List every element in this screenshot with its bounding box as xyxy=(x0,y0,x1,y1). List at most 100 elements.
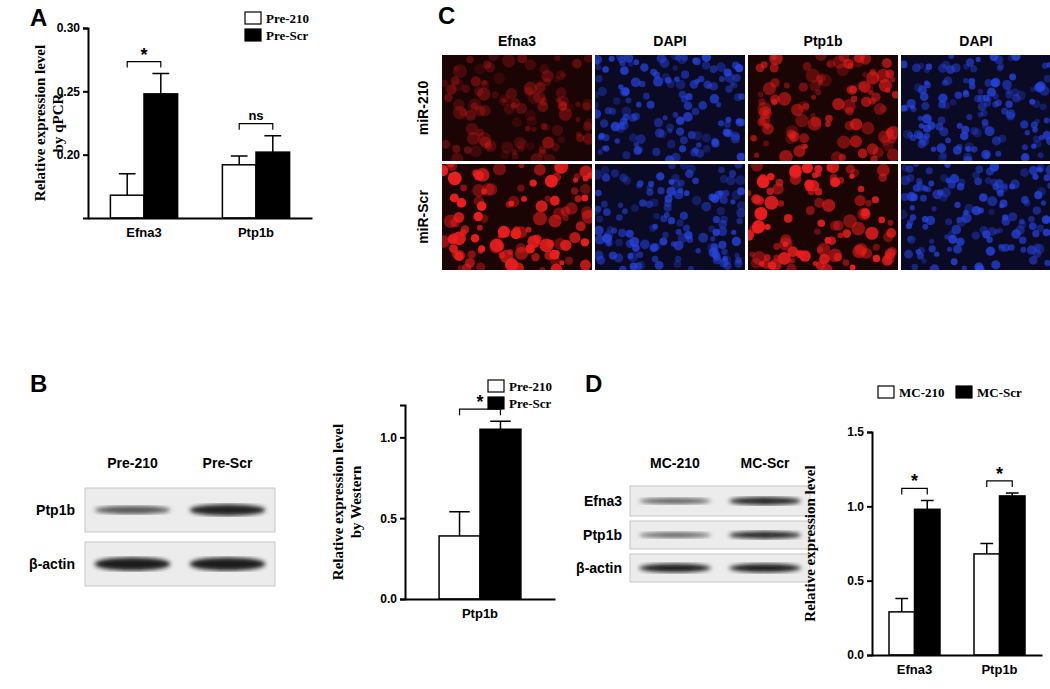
cell xyxy=(609,108,616,115)
cell xyxy=(676,229,682,235)
western-blot: Pre-210Pre-ScrPtp1bβ-actin xyxy=(29,455,275,586)
cell xyxy=(653,77,663,87)
cell xyxy=(718,190,724,196)
cell xyxy=(517,146,524,153)
cell xyxy=(543,124,550,131)
cell xyxy=(990,55,999,61)
y-tick-label: 1.5 xyxy=(847,425,864,439)
cell xyxy=(576,221,586,231)
cell xyxy=(471,76,481,86)
x-axis-line xyxy=(873,655,1043,657)
bar xyxy=(1000,496,1026,655)
cell xyxy=(554,164,568,174)
micrograph xyxy=(442,55,592,161)
cell xyxy=(1036,225,1043,232)
y-tick-mark xyxy=(83,154,88,156)
cell xyxy=(922,224,928,230)
cell xyxy=(938,94,947,103)
cell xyxy=(751,194,761,204)
cell xyxy=(473,212,483,222)
cell xyxy=(631,77,641,87)
x-axis: Efna3Ptp1b xyxy=(873,655,1043,677)
cell xyxy=(600,119,608,127)
cell xyxy=(978,112,984,118)
cell xyxy=(595,235,605,245)
panel-label: A xyxy=(30,4,47,31)
cell xyxy=(988,227,997,236)
y-tick-label: 1.0 xyxy=(847,500,864,514)
cell xyxy=(948,235,957,244)
y-tick-mark xyxy=(400,437,405,439)
cell xyxy=(551,143,559,151)
cell xyxy=(962,213,972,223)
cell xyxy=(904,250,913,259)
cell xyxy=(965,146,971,152)
cell xyxy=(1019,237,1026,244)
error-bar xyxy=(980,544,993,554)
cell xyxy=(1005,101,1012,108)
cell xyxy=(618,229,626,237)
cell xyxy=(640,240,650,250)
cell xyxy=(767,188,774,195)
cell xyxy=(659,237,667,245)
cell xyxy=(878,174,887,183)
column-label: DAPI xyxy=(959,33,992,49)
cell xyxy=(825,121,831,127)
cell xyxy=(723,190,730,197)
cell xyxy=(732,237,741,246)
cell xyxy=(759,174,767,182)
cell xyxy=(870,155,877,161)
y-axis: 0.00.51.0 xyxy=(380,406,405,607)
y-axis-line xyxy=(400,406,406,600)
cell xyxy=(1041,200,1046,205)
cell xyxy=(901,175,910,185)
cell xyxy=(595,206,601,212)
cell xyxy=(1031,144,1036,149)
cell xyxy=(970,65,977,72)
cell xyxy=(737,187,745,195)
cell xyxy=(614,253,623,262)
micrograph-background xyxy=(748,55,898,161)
cell xyxy=(736,119,741,124)
cell xyxy=(701,202,711,212)
y-axis-title: Relative expression level xyxy=(32,45,48,201)
cell xyxy=(550,196,560,206)
cell xyxy=(951,258,958,265)
cell xyxy=(786,264,796,270)
blot-strip xyxy=(85,542,275,586)
cell xyxy=(690,148,698,156)
cell xyxy=(806,206,815,215)
cell xyxy=(597,149,602,154)
cell xyxy=(680,136,688,144)
cell xyxy=(850,135,862,147)
cell xyxy=(988,209,994,215)
cell xyxy=(602,173,610,181)
micrograph xyxy=(595,164,745,270)
cell xyxy=(718,120,724,126)
y-tick: 0.30 xyxy=(57,21,88,35)
cell xyxy=(801,144,807,150)
cell xyxy=(525,244,534,253)
panel-label: B xyxy=(30,370,47,397)
cell xyxy=(992,136,1001,145)
cell xyxy=(648,181,654,187)
bar xyxy=(915,509,941,655)
cell xyxy=(452,79,465,92)
y-tick-label: 0.5 xyxy=(380,512,397,526)
cell xyxy=(631,204,639,212)
cell xyxy=(873,255,881,263)
significance-label: ns xyxy=(248,108,263,123)
cell xyxy=(558,136,565,143)
legend: Pre-210Pre-Scr xyxy=(488,379,552,411)
cell xyxy=(613,97,620,104)
cell xyxy=(883,232,893,242)
cell xyxy=(1024,200,1031,207)
cell xyxy=(839,154,846,161)
cell xyxy=(731,230,736,235)
micrograph-background xyxy=(442,164,592,270)
cell xyxy=(858,186,865,193)
cell xyxy=(765,224,771,230)
cell xyxy=(573,177,578,182)
cell xyxy=(1000,200,1008,208)
cell xyxy=(484,140,496,152)
